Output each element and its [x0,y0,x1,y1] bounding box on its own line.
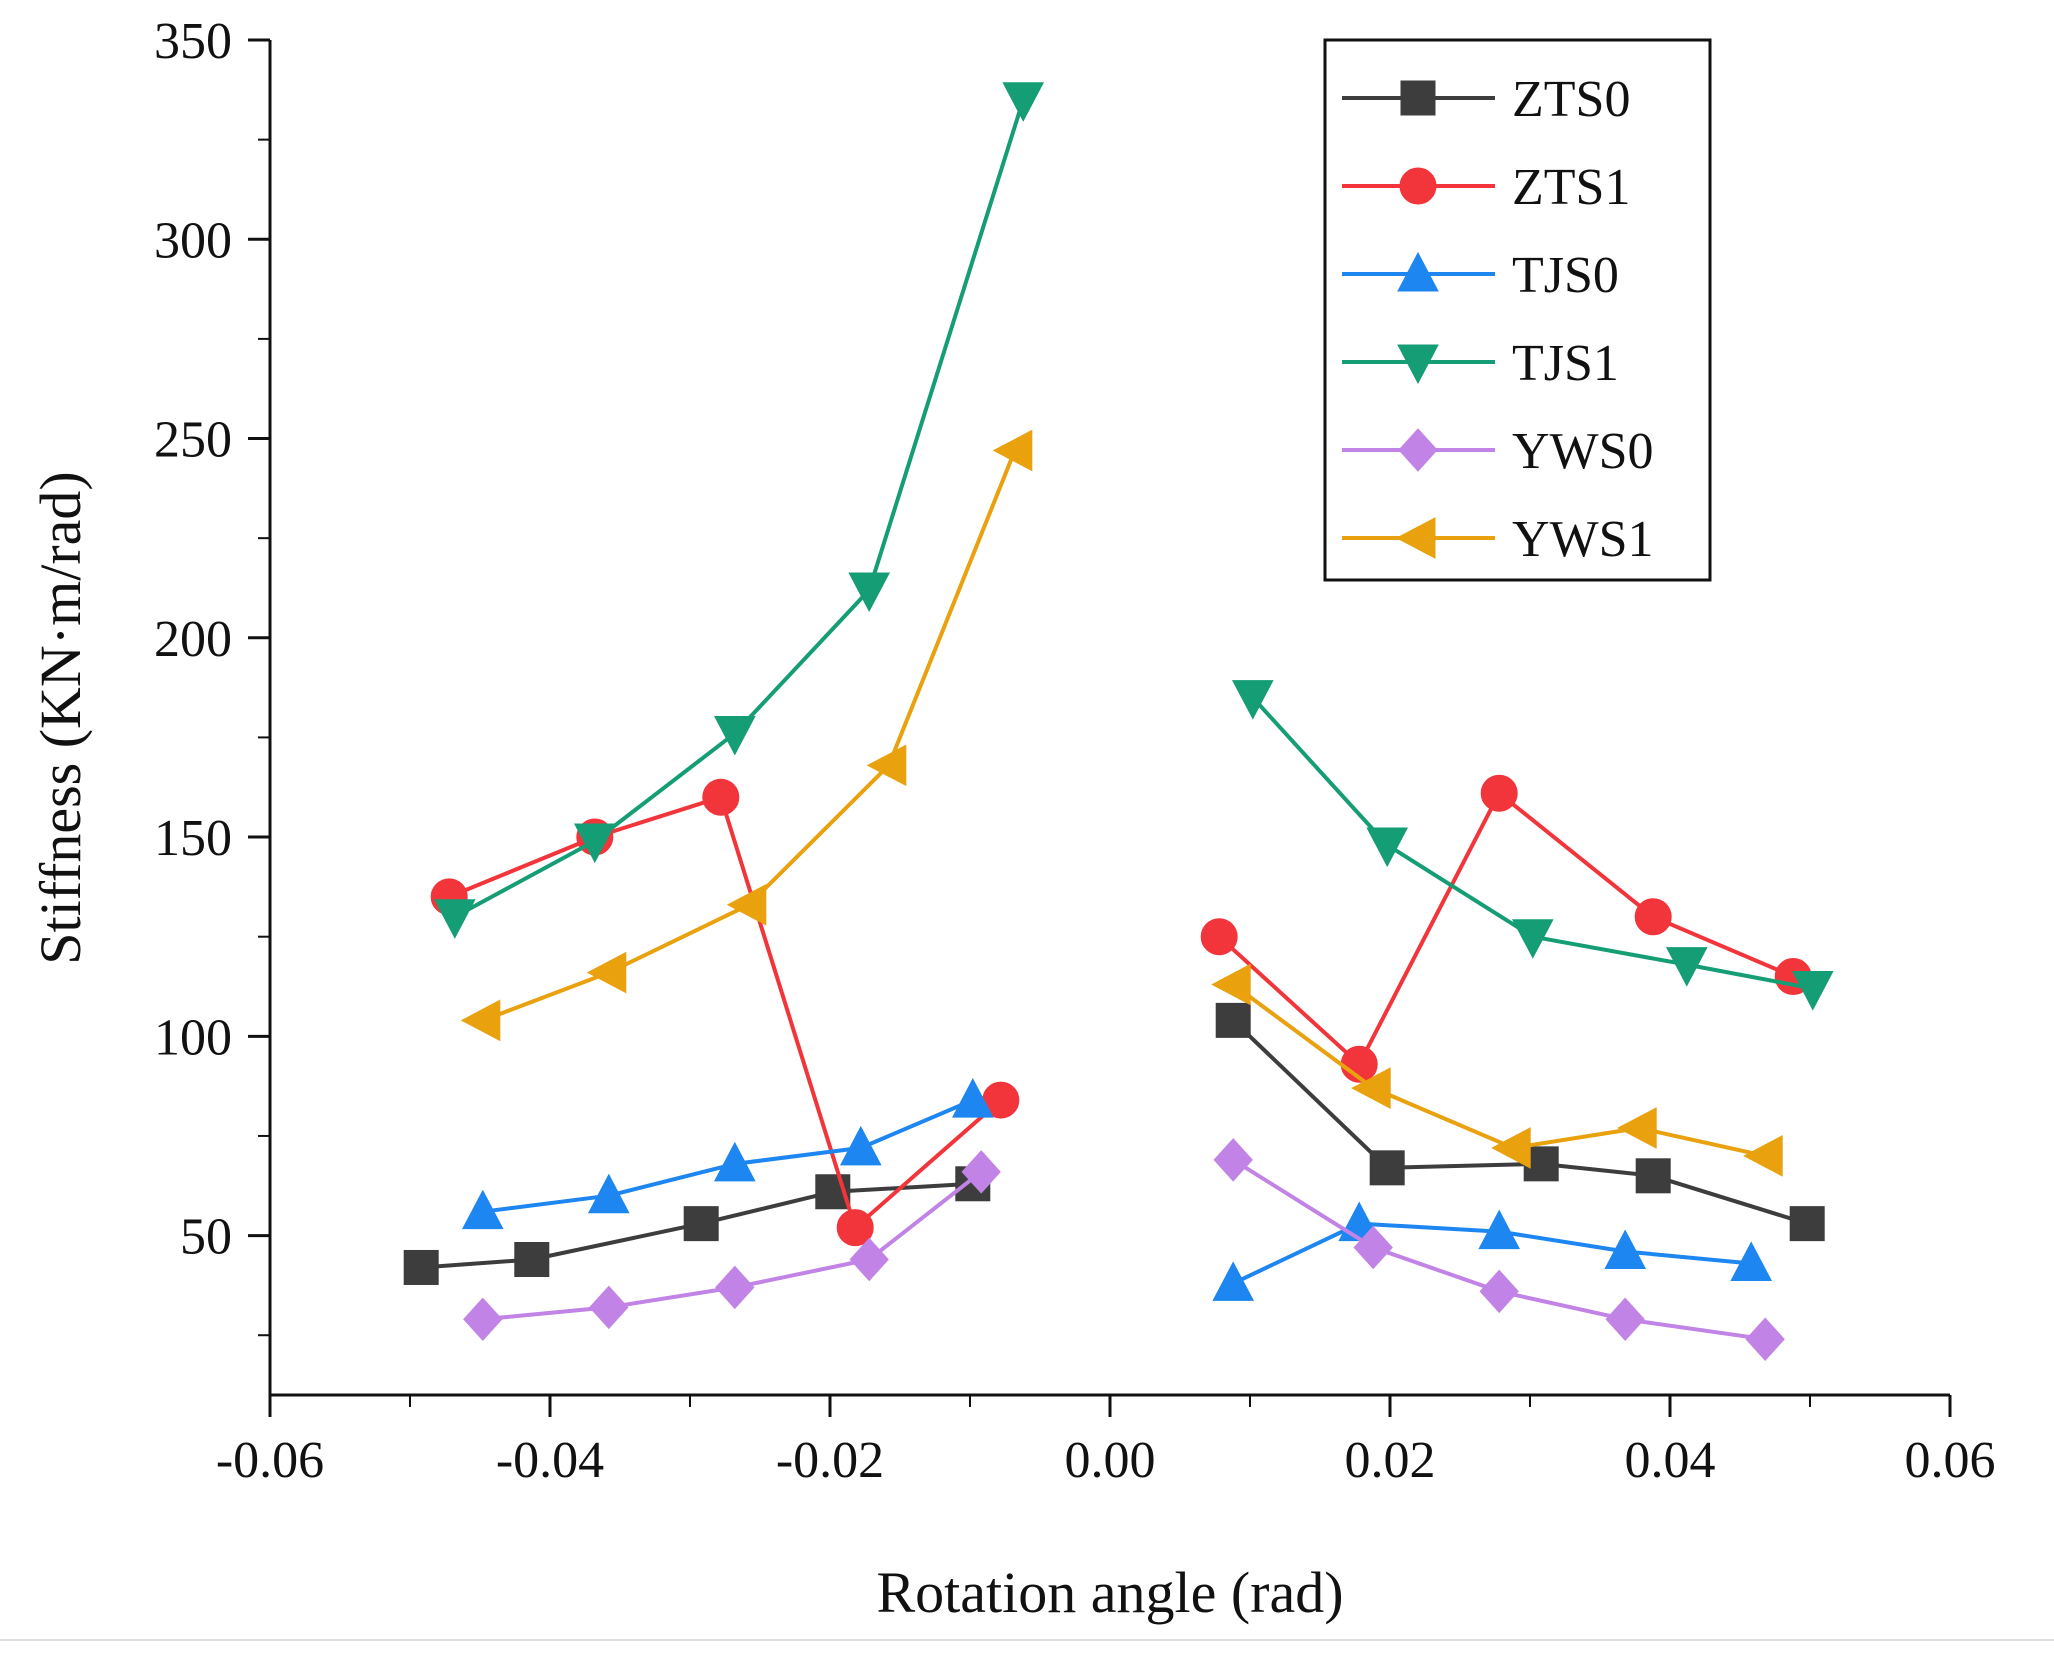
data-point-zts0 [403,1249,439,1285]
series-zts1 [430,774,1812,1247]
data-point-yws1 [1351,1067,1391,1109]
data-point-yws0 [463,1297,503,1342]
data-point-tjs1 [1665,947,1708,987]
legend-entry-zts1: ZTS1 [1342,159,1630,216]
data-point-zts0 [1369,1150,1405,1186]
legend-entry-zts0: ZTS0 [1342,71,1630,128]
data-point-zts0 [683,1206,719,1242]
x-tick-label: 0.00 [1065,1432,1156,1489]
data-point-tjs1 [573,823,616,864]
data-point-tjs1 [848,572,891,613]
legend-label: TJS0 [1512,247,1619,304]
data-point-yws0 [1353,1225,1393,1270]
data-point-tjs0 [839,1125,882,1166]
data-point-zts1 [1480,774,1518,812]
legend-entry-tjs1: TJS1 [1342,335,1619,392]
data-point-yws1 [1491,1127,1531,1169]
data-point-yws0 [849,1237,889,1282]
data-point-yws1 [866,744,907,787]
y-tick-label: 300 [154,212,232,269]
data-point-tjs1 [1366,827,1409,868]
legend: ZTS0 ZTS1 TJS0 TJS1 YWS0 YWS1 [1323,38,1712,582]
y-tick-label: 250 [154,412,232,469]
y-tick-label: 100 [154,1009,232,1066]
data-point-zts0 [514,1242,550,1277]
series-tjs0 [461,1078,1773,1301]
data-point-zts0 [1215,1002,1251,1038]
legend-label: ZTS0 [1512,71,1630,128]
legend-label: TJS1 [1512,335,1619,392]
data-point-tjs0 [461,1189,504,1230]
data-point-yws0 [1605,1297,1645,1342]
series-yws0 [463,1138,1785,1361]
y-tick-label: 200 [154,611,232,668]
data-point-yws1 [726,883,767,926]
legend-label: YWS1 [1512,511,1654,568]
data-point-yws0 [589,1285,629,1330]
data-point-tjs1 [713,715,756,756]
legend-items: ZTS0 ZTS1 TJS0 TJS1 YWS0 YWS1 [1342,71,1654,568]
data-point-tjs0 [1604,1229,1647,1270]
legend-label: ZTS1 [1512,159,1630,216]
y-tick-label: 50 [180,1209,232,1266]
data-point-yws1 [1211,963,1251,1006]
data-point-tjs0 [713,1141,756,1182]
data-point-yws0 [1745,1317,1785,1361]
x-tick-label: 0.02 [1345,1432,1436,1489]
data-point-yws0 [961,1150,1001,1194]
data-point-yws0 [1213,1138,1253,1182]
data-point-tjs0 [951,1078,994,1118]
data-point-yws1 [992,429,1033,472]
data-point-yws0 [1479,1269,1519,1314]
legend-label: YWS0 [1512,423,1654,480]
data-point-zts1 [1200,918,1238,956]
y-tick-label: 150 [154,810,232,867]
series-zts0 [403,1002,1825,1285]
data-point-yws0 [715,1265,755,1310]
data-point-yws1 [586,951,627,994]
data-point-tjs0 [1212,1261,1255,1301]
data-point-zts0 [1635,1158,1671,1194]
data-point-zts1 [1634,898,1672,936]
data-point-tjs1 [1002,82,1045,122]
legend-box [1323,38,1712,582]
legend-swatch-marker [1395,517,1436,559]
x-tick-label: 0.04 [1625,1432,1716,1489]
legend-entry-yws0: YWS0 [1342,423,1654,480]
x-tick-label: -0.02 [776,1432,884,1489]
data-point-zts1 [836,1209,874,1247]
y-tick-label: 350 [154,13,232,70]
x-tick-label: -0.04 [496,1432,604,1489]
series-yws1 [460,429,1783,1177]
data-point-yws1 [1743,1135,1783,1177]
data-point-zts1 [702,778,740,816]
legend-swatch-marker [1399,167,1437,205]
data-point-tjs1 [1791,971,1834,1011]
legend-entry-yws1: YWS1 [1342,511,1654,568]
ticks-layer: -0.06 -0.04 -0.02 0.00 0.02 0.04 0.06 50 100 150 2… [154,13,1996,1489]
legend-swatch-marker [1400,80,1436,116]
x-tick-label: 0.06 [1905,1432,1996,1489]
data-point-tjs1 [1231,680,1274,720]
y-axis-title: Stiffness (KN·m/rad) [28,471,93,964]
data-point-tjs1 [433,899,476,939]
legend-swatch-marker [1397,251,1439,292]
series-tjs1 [433,82,1834,1011]
legend-entry-tjs0: TJS0 [1342,247,1619,304]
series-layer [403,82,1834,1361]
data-point-tjs0 [1478,1209,1521,1250]
data-point-tjs0 [1730,1241,1773,1281]
x-axis-title: Rotation angle (rad) [876,1560,1343,1625]
legend-swatch-marker [1398,428,1438,472]
data-point-tjs1 [1511,919,1554,959]
x-tick-label: -0.06 [216,1432,324,1489]
legend-swatch-marker [1397,344,1439,385]
data-point-yws1 [1617,1107,1657,1149]
data-point-yws1 [460,999,501,1042]
data-point-zts0 [1789,1206,1825,1242]
data-point-tjs0 [587,1173,630,1214]
